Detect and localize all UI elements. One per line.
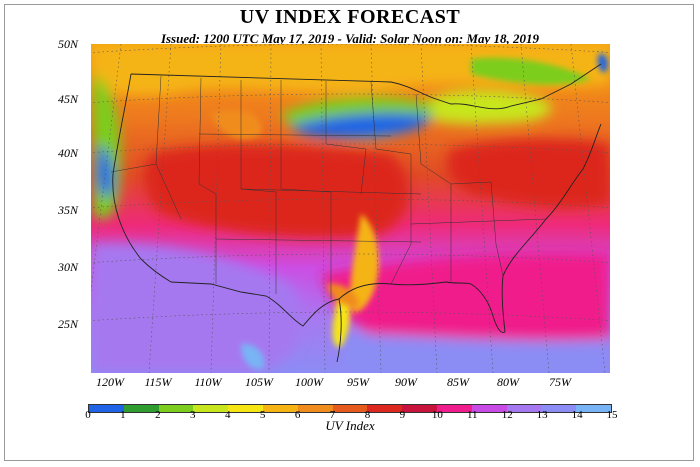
- colorbar-tick-label: 15: [606, 409, 618, 421]
- lon-label-115w: 115W: [144, 375, 172, 389]
- state-borders: [110, 75, 547, 299]
- graticule: [91, 44, 610, 373]
- colorbar-tick-label: 9: [399, 409, 406, 421]
- colorbar-tick-label: 11: [466, 409, 478, 421]
- colorbar-segment-14: [576, 405, 611, 412]
- lon-label-120w: 120W: [96, 375, 124, 389]
- lat-label-30n: 30N: [58, 260, 79, 274]
- colorbar-segment-11: [471, 405, 507, 412]
- colorbar-tick-label: 5: [259, 409, 266, 421]
- colorbar-tick-label: 8: [364, 409, 371, 421]
- colorbar-tick-label: 0: [85, 409, 91, 421]
- colorbar-segment-7: [332, 405, 368, 412]
- colorbar-segment-8: [367, 405, 403, 412]
- colorbar-segment-12: [506, 405, 542, 412]
- colorbar-segment-2: [158, 405, 194, 412]
- uv-colorbar: [88, 404, 612, 413]
- colorbar-tick-label: 10: [431, 409, 443, 421]
- lon-label-85w: 85W: [447, 375, 469, 389]
- colorbar-segment-0: [89, 405, 124, 412]
- colorbar-tick-label: 1: [120, 409, 126, 421]
- lon-label-100w: 100W: [295, 375, 323, 389]
- colorbar-segment-6: [297, 405, 333, 412]
- colorbar-tick-label: 4: [224, 409, 231, 421]
- uv-field-blobs: [91, 44, 610, 373]
- colorbar-tick-label: 7: [329, 409, 336, 421]
- uv-map-svg: [91, 44, 610, 373]
- colorbar-segment-9: [402, 405, 437, 412]
- uv-index-map: [91, 44, 610, 373]
- colorbar-segment-1: [123, 405, 159, 412]
- colorbar-segment-3: [193, 405, 229, 412]
- lon-label-90w: 90W: [395, 375, 417, 389]
- lat-label-50n: 50N: [58, 37, 79, 51]
- lat-label-35n: 35N: [58, 203, 79, 217]
- colorbar-tick-label: 3: [190, 409, 196, 421]
- lat-label-25n: 25N: [58, 317, 79, 331]
- lon-label-105w: 105W: [245, 375, 273, 389]
- colorbar-tick-label: 6: [294, 409, 301, 421]
- colorbar-label: UV Index: [325, 418, 375, 433]
- colorbar-segment-13: [541, 405, 577, 412]
- colorbar-segment-10: [436, 405, 472, 412]
- lon-label-80w: 80W: [497, 375, 519, 389]
- lon-label-95w: 95W: [347, 375, 369, 389]
- lat-label-40n: 40N: [58, 146, 79, 160]
- page-title: UV INDEX FORECAST: [239, 6, 461, 28]
- colorbar-tick-label: 12: [501, 409, 513, 421]
- forecast-subtitle: Issued: 1200 UTC May 17, 2019 - Valid: S…: [160, 31, 540, 46]
- lon-label-110w: 110W: [194, 375, 222, 389]
- colorbar-tick-label: 2: [155, 409, 161, 421]
- lat-label-45n: 45N: [58, 92, 79, 106]
- colorbar-segment-4: [228, 405, 263, 412]
- colorbar-segment-5: [262, 405, 298, 412]
- lon-label-75w: 75W: [549, 375, 571, 389]
- colorbar-tick-label: 14: [571, 409, 583, 421]
- colorbar-tick-label: 13: [536, 409, 548, 421]
- figure-frame: [4, 4, 694, 461]
